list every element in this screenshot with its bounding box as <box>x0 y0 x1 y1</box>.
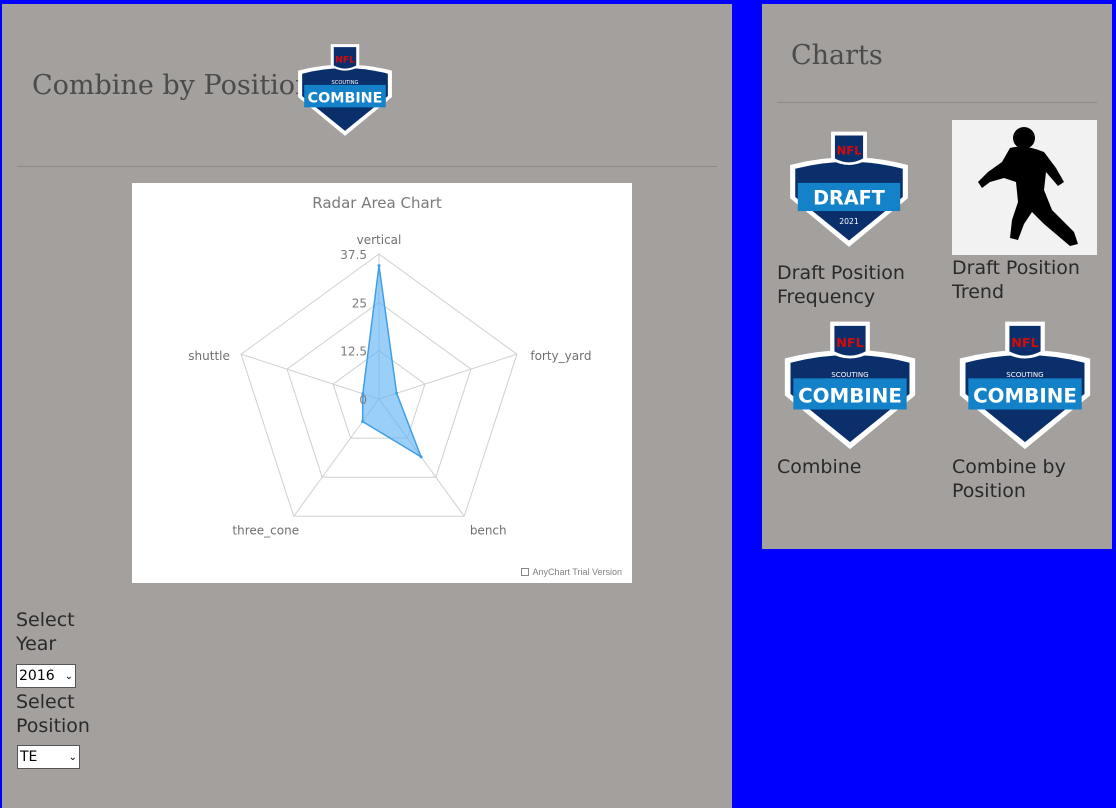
svg-text:SCOUTING: SCOUTING <box>831 370 868 379</box>
watermark-text: AnyChart Trial Version <box>532 567 622 577</box>
position-select[interactable]: TE ⌄ <box>17 745 80 769</box>
card-draft-position-trend[interactable]: Draft Position Trend <box>952 120 1102 310</box>
radar-area <box>361 265 423 459</box>
grid-spoke <box>378 353 518 400</box>
header-divider <box>17 166 717 167</box>
svg-text:2021: 2021 <box>839 217 859 226</box>
svg-text:SCOUTING: SCOUTING <box>332 80 359 86</box>
svg-text:SCOUTING: SCOUTING <box>1006 370 1043 379</box>
chart-watermark: AnyChart Trial Version <box>521 567 622 577</box>
card-label: Combine by Position <box>952 456 1066 502</box>
svg-text:NFL: NFL <box>837 144 863 158</box>
radar-point <box>419 455 423 459</box>
card-draft-position-frequency[interactable]: NFL DRAFT 2021 Draft Position Frequency <box>777 126 947 311</box>
main-panel: Combine by Position NFL SCOUTING COMBINE… <box>2 4 732 808</box>
card-label: Draft Position Trend <box>952 257 1080 303</box>
tick-label: 37.5 <box>340 248 367 262</box>
card-combine[interactable]: NFL SCOUTING COMBINE Combine <box>777 316 947 486</box>
radar-chart: Radar Area Chart 0 12.5 25 37.5 vertical forty… <box>132 183 632 583</box>
radar-point <box>377 264 381 268</box>
svg-text:COMBINE: COMBINE <box>308 90 383 106</box>
category-label: shuttle <box>188 349 230 363</box>
chevron-down-icon: ⌄ <box>68 751 77 763</box>
card-combine-by-position[interactable]: NFL SCOUTING COMBINE Combine by Position <box>952 316 1107 506</box>
tick-label: 12.5 <box>340 345 367 359</box>
tick-label: 25 <box>352 296 367 310</box>
position-select-value: TE <box>20 749 38 765</box>
nfl-combine-logo-icon: NFL SCOUTING COMBINE <box>959 321 1091 450</box>
nfl-combine-logo-icon: NFL SCOUTING COMBINE <box>784 321 916 450</box>
radar-point <box>361 392 365 396</box>
charts-title: Charts <box>791 40 883 71</box>
svg-text:NFL: NFL <box>1011 336 1039 351</box>
year-select[interactable]: 2016 ⌄ <box>16 664 76 688</box>
select-year-label: Select Year <box>16 609 75 655</box>
grid-spoke <box>240 353 380 400</box>
category-label: bench <box>470 523 507 537</box>
grid-ring <box>332 350 426 439</box>
chart-icon <box>521 568 530 576</box>
svg-text:NFL: NFL <box>335 54 355 65</box>
page-title: Combine by Position <box>32 70 313 101</box>
charts-sidebar: Charts NFL DRAFT 2021 Draft Position Fre… <box>762 4 1112 549</box>
card-label: Combine <box>777 456 862 478</box>
grid-ring <box>286 301 472 478</box>
category-label: forty_yard <box>530 349 591 363</box>
football-player-silhouette-icon <box>952 120 1097 255</box>
radar-point <box>361 420 365 424</box>
category-label: three_cone <box>232 523 299 537</box>
nfl-combine-logo: NFL SCOUTING COMBINE <box>298 44 392 136</box>
svg-text:COMBINE: COMBINE <box>798 384 902 407</box>
svg-text:DRAFT: DRAFT <box>813 187 885 210</box>
chart-title: Radar Area Chart <box>312 194 442 212</box>
svg-text:COMBINE: COMBINE <box>973 384 1077 407</box>
category-label: vertical <box>357 233 402 247</box>
nfl-draft-logo-icon: NFL DRAFT 2021 <box>790 131 908 247</box>
select-position-label: Select Position <box>16 691 90 737</box>
radar-point <box>395 391 399 395</box>
chevron-down-icon: ⌄ <box>64 670 73 682</box>
card-label: Draft Position Frequency <box>777 262 905 308</box>
svg-text:NFL: NFL <box>836 336 864 351</box>
sidebar-divider <box>777 102 1097 103</box>
grid-ring <box>240 253 518 517</box>
year-select-value: 2016 <box>19 668 55 684</box>
tick-label: 0 <box>359 393 367 407</box>
